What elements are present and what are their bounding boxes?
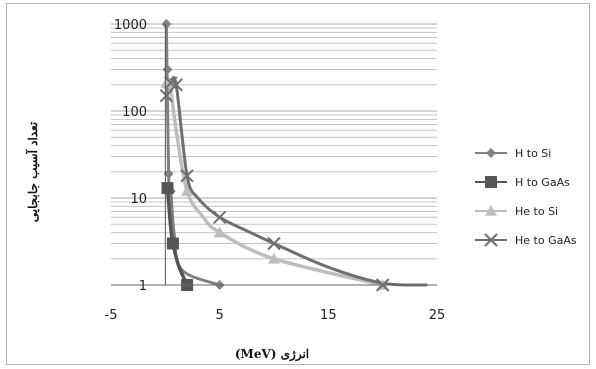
- legend-marker: [486, 148, 496, 158]
- x-axis-title: انرژی (MeV): [235, 347, 309, 362]
- legend-label: H to GaAs: [515, 176, 570, 189]
- data-point-he-to-si: [213, 226, 226, 238]
- legend-label: H to Si: [515, 147, 551, 160]
- legend: H to Si H to GaAs He to Si He to GaAs: [475, 147, 577, 247]
- chart-frame: -5 5 15 25 1 10 100 1000 انرژی (MeV) تعداد آسی…: [6, 3, 590, 365]
- data-point-he-to-gaas: [267, 236, 281, 251]
- x-tick-label: 15: [320, 308, 337, 323]
- x-tick-label: 5: [216, 308, 224, 323]
- legend-entry-he-to-gaas: He to GaAs: [475, 233, 577, 247]
- data-point-h-to-si: [162, 64, 173, 75]
- y-tick-label: 10: [130, 192, 147, 207]
- series-line-he-to-gaas: [169, 75, 428, 287]
- axes: [111, 24, 437, 286]
- chart: -5 5 15 25 1 10 100 1000 انرژی (MeV) تعداد آسی…: [24, 18, 577, 362]
- data-point-he-to-gaas: [180, 169, 194, 183]
- x-stroke: [212, 210, 227, 225]
- y-tick-label: 100: [122, 105, 147, 120]
- x-tick-label: -5: [105, 308, 118, 323]
- legend-entry-h-to-gaas: H to GaAs: [475, 176, 570, 189]
- data-point-he-to-si: [181, 185, 194, 196]
- data-point-h-to-gaas: [166, 237, 179, 250]
- data-point-he-to-gaas: [212, 210, 227, 225]
- data-point-h-to-gaas: [161, 182, 174, 195]
- legend-label: He to GaAs: [515, 234, 577, 247]
- x-stroke: [169, 78, 183, 92]
- data-point-h-to-si: [161, 19, 172, 29]
- legend-entry-he-to-si: He to Si: [475, 205, 558, 218]
- y-tick-label: 1000: [114, 18, 147, 33]
- x-stroke: [267, 236, 281, 251]
- y-axis-title: تعداد آسیب جابجایی: [24, 121, 40, 222]
- x-tick-label: 25: [429, 308, 446, 323]
- series-curves: [164, 22, 428, 287]
- data-point-he-to-gaas: [169, 78, 183, 92]
- y-tick-labels: 1 10 100 1000: [114, 18, 147, 294]
- y-tick-label: 1: [139, 279, 147, 294]
- grid: [111, 23, 437, 286]
- data-point-h-to-si: [163, 168, 174, 179]
- legend-entry-h-to-si: H to Si: [475, 147, 551, 160]
- x-stroke: [164, 76, 178, 90]
- data-point-he-to-si: [268, 252, 280, 264]
- x-stroke: [159, 88, 174, 103]
- x-tick-labels: -5 5 15 25: [105, 308, 446, 323]
- legend-marker: [485, 205, 497, 216]
- series-markers: [159, 19, 390, 292]
- legend-marker: [485, 176, 497, 188]
- legend-marker: [484, 233, 498, 247]
- legend-label: He to Si: [515, 205, 558, 218]
- data-point-he-to-gaas: [159, 88, 174, 103]
- x-stroke: [180, 169, 194, 183]
- x-stroke: [484, 233, 498, 247]
